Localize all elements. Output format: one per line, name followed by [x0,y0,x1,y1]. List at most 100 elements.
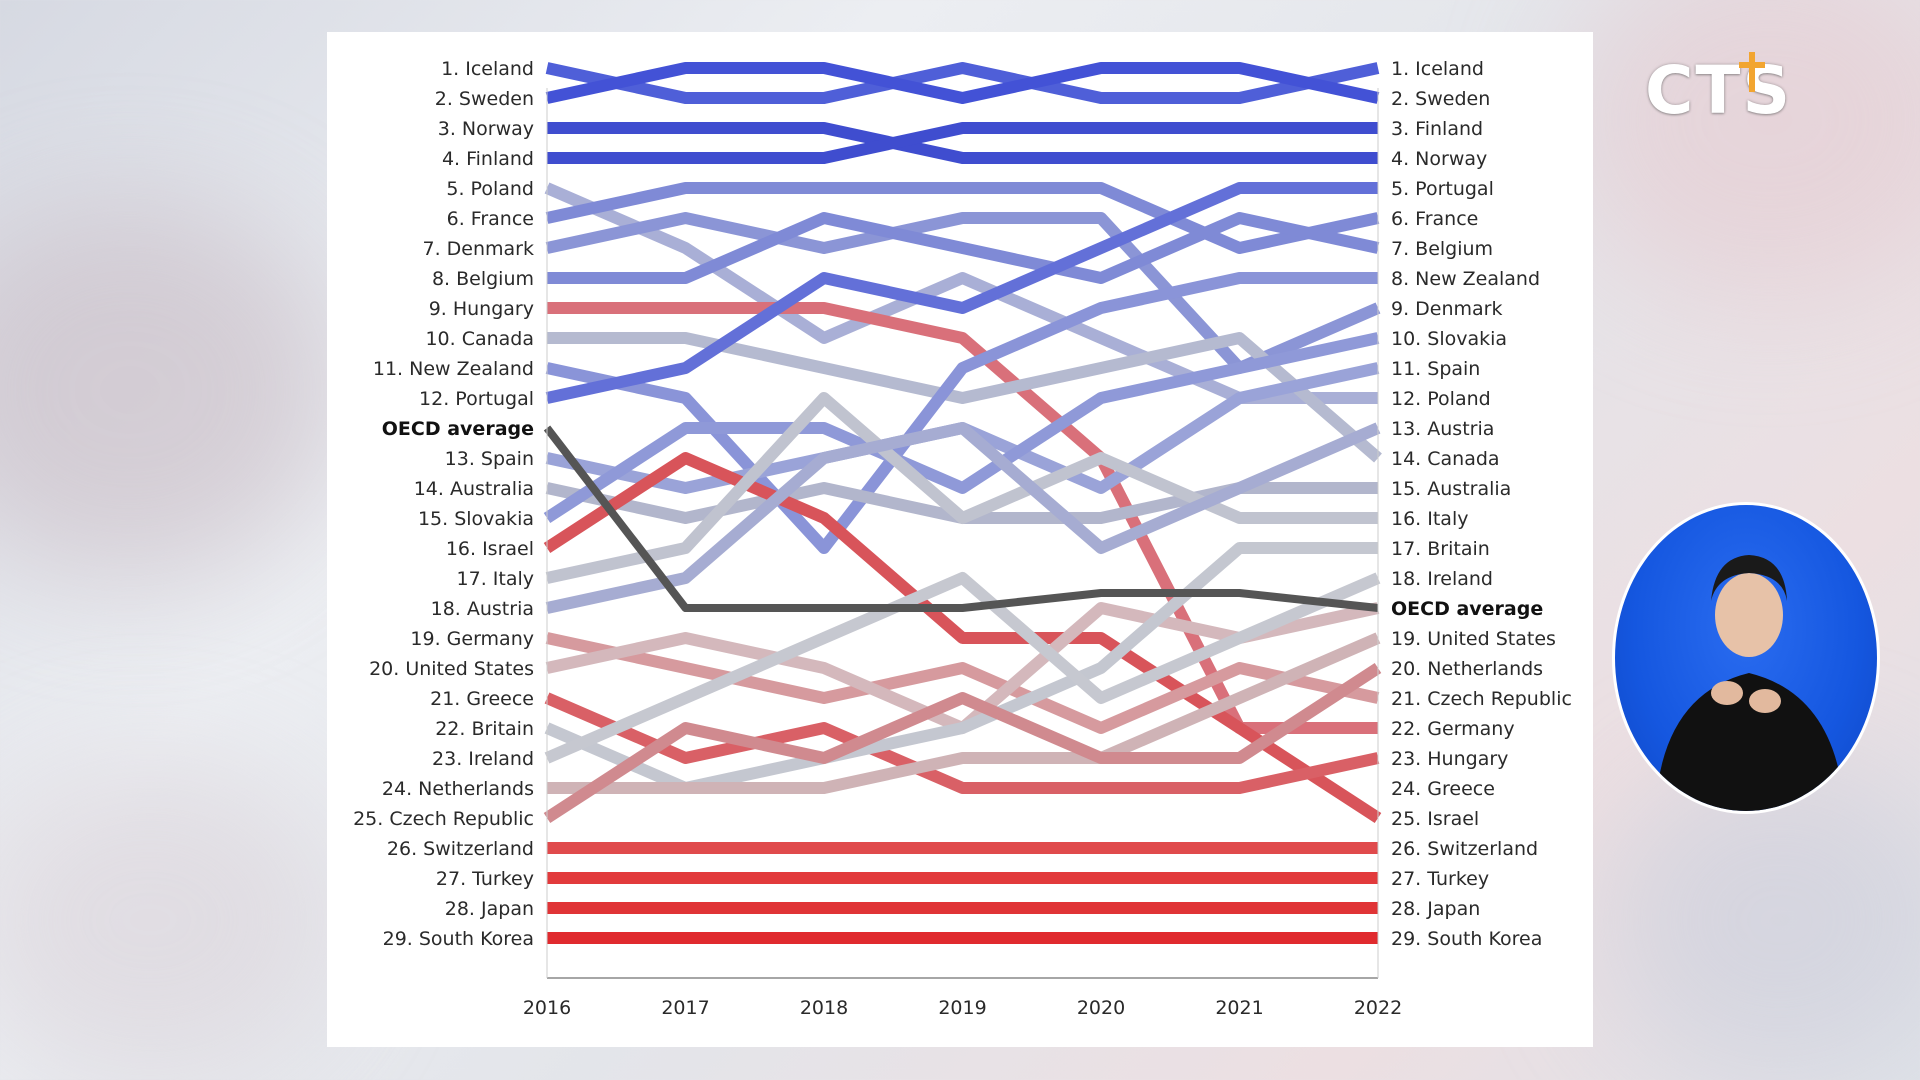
chart-panel: 2016 2017 2018 2019 2020 2021 2022 1. Iceland 2… [327,32,1593,1047]
right-rank-label: 3. Finland [1391,118,1483,140]
left-rank-label: 12. Portugal [419,388,534,410]
broadcaster-logo: CTS [1645,52,1790,142]
left-rank-label: 26. Switzerland [387,838,534,860]
right-rank-label: 18. Ireland [1391,568,1493,590]
left-rank-label: 17. Italy [457,568,534,590]
series-line-ireland [544,572,1381,764]
left-rank-label: 5. Poland [446,178,534,200]
series-line-iceland [545,62,1380,104]
right-rank-label: 19. United States [1391,628,1556,650]
x-tick-labels: 2016 2017 2018 2019 2020 2021 2022 [523,997,1402,1019]
series-line-austria [545,422,1381,614]
right-rank-label: 26. Switzerland [1391,838,1538,860]
background-blur [1600,760,1920,1080]
right-rank-label: 17. Britain [1391,538,1490,560]
background-blur [0,760,340,1080]
right-rank-label: 23. Hungary [1391,748,1508,770]
left-rank-label: 24. Netherlands [382,778,534,800]
right-rank-label: 21. Czech Republic [1391,688,1572,710]
series-line-italy [545,392,1378,584]
left-rank-label: 10. Canada [425,328,534,350]
right-rank-label: 12. Poland [1391,388,1491,410]
series-line-czech-republic [543,662,1382,824]
right-rank-label: 6. France [1391,208,1478,230]
x-tick-label: 2021 [1215,997,1263,1019]
background-blur [1560,0,1920,300]
right-rank-label: 11. Spain [1391,358,1480,380]
x-tick-label: 2017 [661,997,709,1019]
left-rank-label: 3. Norway [438,118,534,140]
x-axis [546,88,1379,979]
right-rank-label: 20. Netherlands [1391,658,1543,680]
cross-icon [1739,52,1765,92]
left-rank-label: 22. Britain [435,718,534,740]
right-rank-label: 7. Belgium [1391,238,1493,260]
series-line-norway [547,122,1378,164]
right-rank-label: 4. Norway [1391,148,1487,170]
left-rank-label: 29. South Korea [383,928,534,950]
left-rank-label: 21. Greece [430,688,534,710]
right-rank-label: 27. Turkey [1391,868,1489,890]
left-rank-label: 25. Czech Republic [353,808,534,830]
right-rank-label: 15. Australia [1391,478,1511,500]
left-rank-label: 14. Australia [414,478,534,500]
x-tick-label: 2016 [523,997,571,1019]
left-rank-label: 1. Iceland [441,58,534,80]
left-rank-label: 11. New Zealand [373,358,534,380]
right-rank-label: 5. Portugal [1391,178,1494,200]
left-rank-label: 23. Ireland [432,748,534,770]
left-rank-label: 7. Denmark [423,238,535,260]
series-line-belgium [547,212,1380,284]
series-line-portugal [545,182,1378,404]
left-rank-label: 20. United States [369,658,534,680]
series-line-greece [544,692,1380,794]
right-rank-label: 29. South Korea [1391,928,1542,950]
logo-text: CTS [1645,52,1792,129]
right-rank-label: 10. Slovakia [1391,328,1507,350]
series-line-finland [547,122,1378,164]
left-rank-label: 8. Belgium [432,268,534,290]
right-rank-label: 1. Iceland [1391,58,1484,80]
left-rank-label: 18. Austria [431,598,534,620]
x-tick-label: 2018 [800,997,848,1019]
left-rank-label: 4. Finland [442,148,534,170]
left-rank-label: 13. Spain [445,448,534,470]
left-rank-label: 6. France [447,208,534,230]
left-rank-label: 19. Germany [410,628,534,650]
right-rank-labels: 1. Iceland 2. Sweden 3. Finland 4. Norway 5.… [1391,58,1572,950]
series-line-oecd-average [543,425,1379,612]
x-tick-label: 2022 [1354,997,1402,1019]
series-line-france [545,182,1380,254]
left-rank-label: 2. Sweden [435,88,534,110]
series-line-new-zealand [545,272,1378,554]
series-line-canada [547,332,1382,463]
right-rank-label: 22. Germany [1391,718,1515,740]
left-rank-labels: 1. Iceland 2. Sweden 3. Norway 4. Finland 5.… [353,58,534,950]
background-blur [0,200,340,580]
left-rank-label: OECD average [382,418,534,440]
series-line-netherlands [547,632,1381,794]
sign-language-interpreter [1612,502,1880,814]
right-rank-label: 9. Denmark [1391,298,1503,320]
series-lines [543,62,1382,944]
right-rank-label: OECD average [1391,598,1543,620]
right-rank-label: 2. Sweden [1391,88,1490,110]
bump-chart: 2016 2017 2018 2019 2020 2021 2022 1. Iceland 2… [353,58,1572,1019]
right-rank-label: 24. Greece [1391,778,1495,800]
x-tick-label: 2020 [1077,997,1125,1019]
left-rank-label: 9. Hungary [429,298,534,320]
right-rank-label: 13. Austria [1391,418,1494,440]
series-line-sweden [545,62,1380,104]
x-tick-label: 2019 [938,997,986,1019]
left-rank-label: 15. Slovakia [418,508,534,530]
left-rank-label: 27. Turkey [436,868,534,890]
left-rank-label: 16. Israel [446,538,534,560]
right-rank-label: 14. Canada [1391,448,1500,470]
right-rank-label: 8. New Zealand [1391,268,1540,290]
right-rank-label: 28. Japan [1391,898,1480,920]
right-rank-label: 25. Israel [1391,808,1479,830]
interpreter-figure-icon [1655,555,1845,811]
right-rank-label: 16. Italy [1391,508,1468,530]
series-line-germany [545,632,1380,734]
series-line-israel [543,452,1382,824]
